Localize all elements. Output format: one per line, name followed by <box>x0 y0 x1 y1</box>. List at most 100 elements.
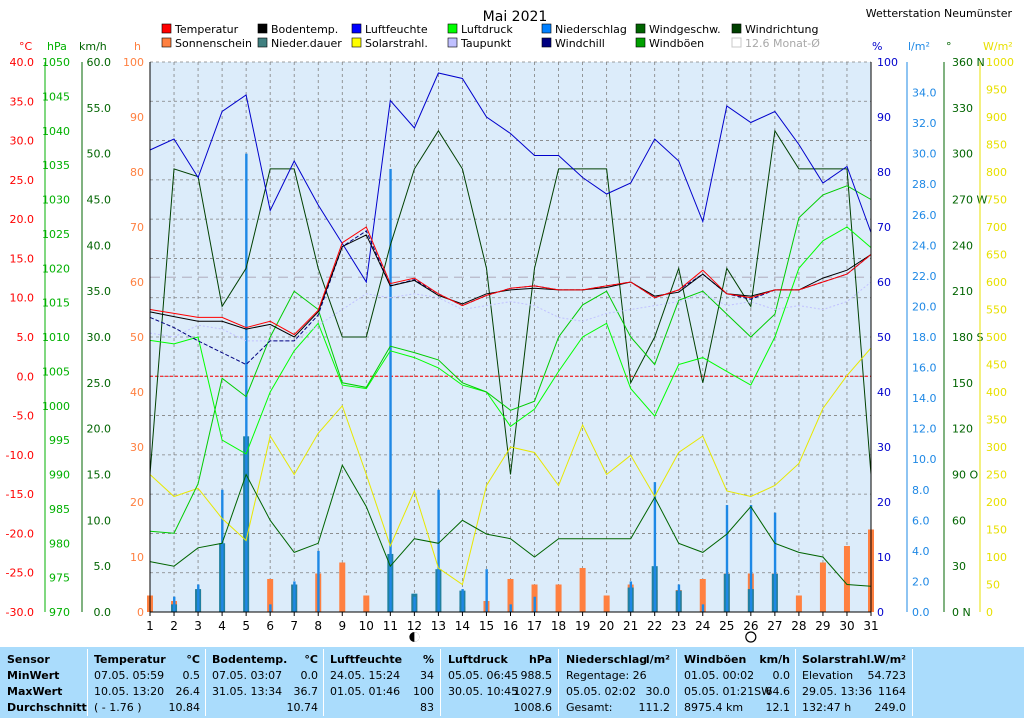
pressure-tick-label: 975 <box>49 572 70 585</box>
rain-bar <box>413 596 416 612</box>
rain-tick-label: 16.0 <box>912 362 937 375</box>
stats-solar: Solarstrahl. W/m² Elevation 54.723 29.05. … <box>802 652 906 716</box>
x-tick-label: 17 <box>527 619 542 633</box>
rain-bar <box>533 596 536 612</box>
stats-temp-avg-note: ( - 1.76 ) <box>94 701 142 714</box>
x-tick-label: 6 <box>266 619 274 633</box>
x-tick-label: 21 <box>623 619 638 633</box>
wind-tick-label: 20.0 <box>87 423 112 436</box>
rain-bar <box>317 550 320 612</box>
series-line-windrichtung <box>149 129 872 475</box>
solar-unit: W/m² <box>983 40 1013 53</box>
sunshine-bar <box>579 568 586 612</box>
legend-swatch <box>635 23 646 34</box>
legend-swatch <box>447 23 458 34</box>
pressure-tick-label: 1005 <box>42 365 70 378</box>
legend-swatch <box>541 23 552 34</box>
legend-label: Taupunkt <box>460 37 512 50</box>
axes: 40.035.030.025.020.015.010.05.00.0-5.0-1… <box>6 40 1014 643</box>
rain-tick-label: 12.0 <box>912 423 937 436</box>
legend-label: 12.6 Monat-Ø <box>745 37 820 50</box>
wind-tick-label: 35.0 <box>87 285 112 298</box>
x-tick-label: 31 <box>863 619 878 633</box>
stats-soil-min: 0.0 <box>300 669 319 682</box>
temp-tick-label: -10.0 <box>6 449 34 462</box>
direction-tick-label: 60 <box>952 514 966 527</box>
x-tick-label: 7 <box>290 619 298 633</box>
sun-tick-label: 90 <box>130 111 144 124</box>
humidity-tick-label: 40 <box>877 386 891 399</box>
legend-swatch <box>635 37 646 48</box>
sunshine-bar <box>363 595 370 612</box>
pressure-tick-label: 985 <box>49 503 70 516</box>
x-tick-label: 10 <box>359 619 374 633</box>
stats-solar-title: Solarstrahl. <box>802 653 875 666</box>
rain-bar <box>629 581 633 612</box>
stats-solar-unit: W/m² <box>873 653 906 666</box>
series-line-windgeschw <box>149 464 872 587</box>
stats-gust-max: 64.6 <box>765 685 791 698</box>
rain-bar <box>293 581 296 612</box>
temp-unit: °C <box>19 40 33 53</box>
humidity-tick-label: 100 <box>877 56 898 69</box>
x-tick-label: 26 <box>743 619 758 633</box>
stats-temp-max-when: 10.05. 13:20 <box>94 685 165 698</box>
x-tick-label: 9 <box>338 619 346 633</box>
wind-tick-label: 55.0 <box>87 102 112 115</box>
pressure-tick-label: 995 <box>49 434 70 447</box>
stats-hum-min-when: 24.05. 15:24 <box>330 669 401 682</box>
temp-tick-label: 5.0 <box>17 331 35 344</box>
sun-tick-label: 60 <box>130 276 144 289</box>
pressure-tick-label: 1025 <box>42 228 70 241</box>
stats-gust-min-when: 01.05. 00:02 <box>684 669 755 682</box>
stats-sensor: Sensor MinWert MaxWert Durchschnitt <box>7 652 87 716</box>
bar-series <box>147 153 874 612</box>
legend-label: Nieder.dauer <box>271 37 342 50</box>
temp-tick-label: 35.0 <box>10 95 35 108</box>
solar-tick-label: 950 <box>986 84 1007 97</box>
solar-tick-label: 100 <box>986 551 1007 564</box>
legend-swatch <box>161 23 172 34</box>
pressure-tick-label: 1040 <box>42 125 70 138</box>
line-series <box>149 72 872 587</box>
direction-tick-label: 30 <box>952 560 966 573</box>
temp-tick-label: -25.0 <box>6 567 34 580</box>
rain-bar <box>509 604 512 612</box>
wind-tick-label: 15.0 <box>87 469 112 482</box>
pressure-tick-label: 1030 <box>42 194 70 207</box>
wind-tick-label: 40.0 <box>87 239 112 252</box>
legend-label: Solarstrahl. <box>365 37 428 50</box>
direction-tick-label: 240 <box>952 239 973 252</box>
rain-tick-label: 18.0 <box>912 331 937 344</box>
stats-rain-max-when: 05.05. 02:02 <box>566 685 637 698</box>
legend-swatch <box>161 37 172 48</box>
stats-hum-max: 100 <box>413 685 434 698</box>
solar-tick-label: 850 <box>986 139 1007 152</box>
stats-pressure: Luftdruck hPa 05.05. 06:45 988.5 30.05. 10… <box>448 652 552 716</box>
rain-tick-label: 8.0 <box>912 484 930 497</box>
sunshine-bar <box>267 579 274 612</box>
stats-hum-max-when: 01.05. 01:46 <box>330 685 401 698</box>
solar-tick-label: 200 <box>986 496 1007 509</box>
stats-gust-distance: 8975.4 km <box>684 701 744 714</box>
rain-bar <box>245 153 248 612</box>
x-tick-label: 1 <box>146 619 154 633</box>
stats-rain-total: 111.2 <box>638 701 671 714</box>
pressure-tick-label: 1015 <box>42 297 70 310</box>
stats-solar-elev: 54.723 <box>867 669 907 682</box>
temp-tick-label: -30.0 <box>6 606 34 619</box>
stats-rain: Niederschlag l/m² Regentage: 26 05.05. 02… <box>566 652 670 716</box>
legend-label: Sonnenschein <box>175 37 252 50</box>
rain-tick-label: 10.0 <box>912 453 937 466</box>
rain-tick-label: 2.0 <box>912 575 930 588</box>
temp-tick-label: 10.0 <box>10 292 35 305</box>
stats-row-min: MinWert <box>7 669 60 682</box>
solar-tick-label: 0 <box>986 606 993 619</box>
sun-tick-label: 70 <box>130 221 144 234</box>
stats-hum-title: Luftfeuchte <box>330 653 403 666</box>
humidity-tick-label: 50 <box>877 331 891 344</box>
pressure-tick-label: 1010 <box>42 331 70 344</box>
stats-solar-max-when: 29.05. 13:36 <box>802 685 873 698</box>
humidity-tick-label: 90 <box>877 111 891 124</box>
rain-tick-label: 6.0 <box>912 514 930 527</box>
